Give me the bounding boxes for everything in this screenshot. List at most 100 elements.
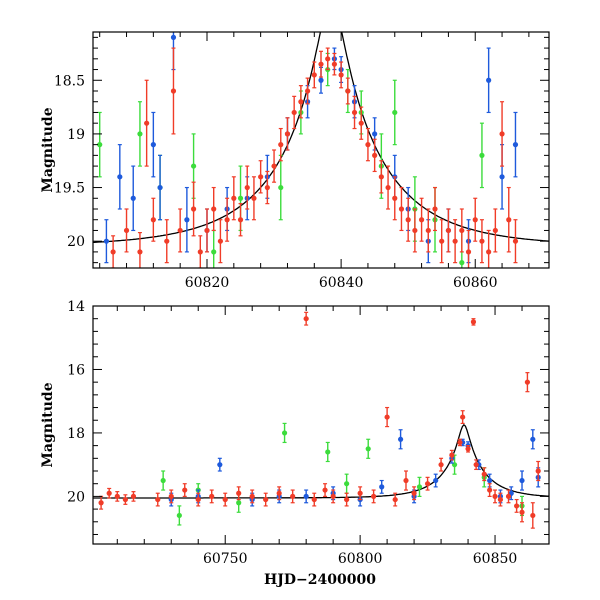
data-point-red	[231, 176, 237, 221]
marker	[231, 195, 237, 201]
data-point-red	[276, 486, 282, 501]
marker	[405, 217, 411, 223]
marker	[224, 217, 230, 223]
marker	[392, 195, 398, 201]
top-panel: 60820 60840 60860 18.5 19 19.5 20	[54, 31, 550, 291]
marker	[460, 414, 466, 420]
marker	[344, 496, 350, 503]
marker	[237, 195, 244, 201]
model-curve	[93, 423, 549, 499]
marker	[184, 217, 190, 223]
data-point-red	[403, 470, 409, 491]
marker	[150, 142, 156, 148]
data-point-red	[217, 219, 224, 264]
data-point-red	[284, 117, 291, 151]
data-point-red	[378, 160, 384, 194]
data-point-red	[405, 197, 411, 242]
marker	[486, 77, 492, 83]
marker	[211, 206, 217, 212]
data-point-red	[190, 181, 197, 237]
data-point-green	[137, 101, 143, 167]
data-point-red	[298, 85, 304, 119]
marker	[122, 496, 128, 503]
data-point-red	[106, 487, 112, 499]
marker	[258, 174, 264, 180]
marker	[251, 195, 257, 201]
data-point-red	[465, 445, 471, 453]
data-point-red	[499, 101, 505, 167]
data-point-red	[150, 197, 156, 242]
data-point-red	[392, 492, 398, 507]
data-point-red	[155, 492, 161, 507]
data-point-red	[114, 491, 120, 502]
marker	[459, 227, 465, 234]
marker	[449, 452, 455, 458]
marker	[164, 238, 170, 244]
marker	[372, 152, 378, 158]
marker	[304, 88, 311, 94]
marker	[424, 481, 431, 487]
marker	[392, 496, 398, 503]
marker	[281, 430, 288, 436]
plot-area	[93, 32, 549, 268]
marker	[170, 88, 177, 94]
data-point-red	[492, 208, 498, 253]
marker	[298, 99, 304, 105]
marker	[530, 436, 536, 442]
data-point-blue	[512, 111, 519, 178]
x-axis-label: HJD−2400000	[264, 572, 376, 588]
y-axis-label-top: Magnitude	[40, 107, 56, 192]
marker	[291, 109, 297, 116]
marker	[222, 496, 228, 503]
data-point-green	[392, 79, 398, 146]
marker	[357, 490, 363, 496]
marker	[411, 490, 417, 496]
data-point-red	[445, 208, 452, 253]
marker	[195, 496, 201, 503]
data-point-red	[211, 186, 217, 232]
marker	[486, 249, 492, 255]
marker	[465, 249, 472, 255]
marker	[499, 131, 505, 137]
marker	[519, 477, 525, 484]
data-point-green	[344, 473, 350, 494]
data-point-red	[392, 176, 398, 221]
marker	[130, 195, 136, 201]
data-point-green	[97, 111, 103, 178]
marker	[318, 77, 324, 83]
marker	[487, 477, 493, 484]
marker	[278, 184, 284, 191]
data-point-red	[411, 486, 417, 501]
marker	[263, 496, 269, 503]
data-point-blue	[486, 47, 492, 114]
data-point-green	[281, 422, 288, 444]
data-point-red	[224, 197, 230, 242]
data-point-red	[424, 476, 431, 491]
marker	[237, 217, 244, 223]
data-point-red	[452, 219, 458, 264]
data-point-red	[325, 47, 331, 71]
series-green	[97, 52, 485, 268]
data-point-red	[311, 492, 317, 507]
marker	[338, 72, 344, 78]
marker	[170, 34, 177, 40]
marker	[209, 493, 215, 499]
data-point-red	[438, 457, 444, 472]
marker	[499, 174, 505, 180]
x-tick-label: 60800	[338, 551, 383, 567]
marker	[365, 142, 371, 148]
marker	[204, 227, 210, 234]
marker	[492, 493, 498, 499]
data-point-blue	[184, 186, 190, 253]
marker	[331, 61, 338, 67]
data-point-red	[351, 95, 358, 130]
marker	[438, 462, 444, 468]
data-point-red	[195, 492, 201, 507]
data-point-red	[506, 186, 512, 253]
data-point-red	[481, 467, 487, 482]
data-point-red	[439, 219, 445, 264]
data-point-red	[177, 208, 183, 253]
marker	[465, 446, 471, 452]
y-tick-label: 14	[67, 299, 85, 315]
axes-frame	[92, 31, 550, 269]
